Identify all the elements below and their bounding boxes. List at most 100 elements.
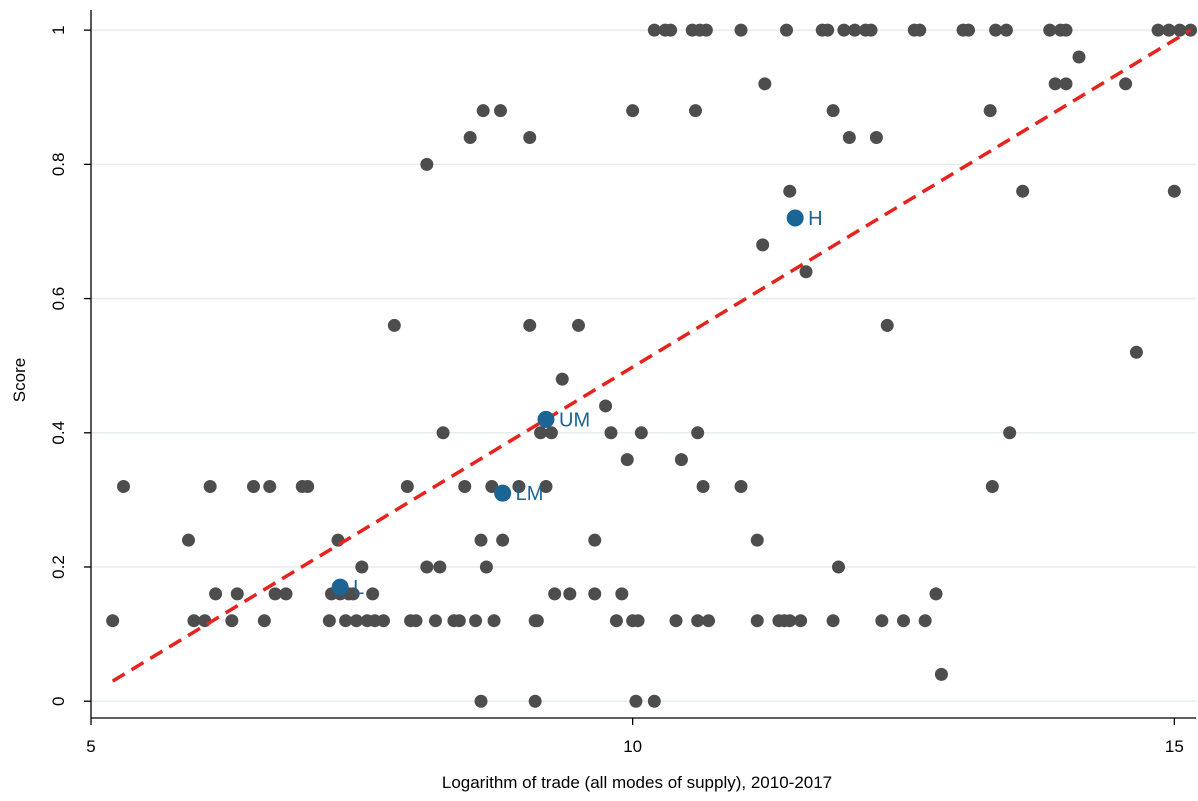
data-point: [758, 77, 772, 91]
group-point: [494, 484, 512, 502]
data-point: [182, 533, 195, 547]
group-markers: L LM UM H: [331, 208, 823, 599]
data-point: [962, 23, 975, 37]
data-point: [599, 399, 613, 413]
x-axis-title: Logarithm of trade (all modes of supply)…: [442, 773, 832, 792]
data-point: [203, 479, 217, 493]
data-point: [534, 426, 548, 440]
data-point: [523, 131, 537, 145]
data-point: [106, 614, 120, 628]
data-point: [734, 23, 748, 37]
data-point: [634, 426, 648, 440]
data-point: [436, 426, 450, 440]
data-point: [458, 479, 472, 493]
data-point: [929, 587, 943, 601]
group-point: [331, 578, 349, 596]
data-point: [691, 426, 705, 440]
data-point: [647, 694, 661, 708]
data-point: [1003, 426, 1017, 440]
y-tick-label: 0.4: [49, 421, 68, 445]
data-point: [832, 560, 845, 574]
data-point: [452, 614, 466, 628]
data-point: [631, 614, 645, 628]
data-point: [349, 614, 363, 628]
data-point: [528, 694, 542, 708]
data-point: [1072, 50, 1086, 64]
data-point: [783, 614, 797, 628]
data-point: [629, 694, 643, 708]
data-point: [897, 614, 910, 628]
data-point: [420, 157, 434, 171]
data-point: [1162, 23, 1176, 37]
data-point: [230, 587, 244, 601]
data-point: [826, 104, 840, 118]
data-point: [1016, 184, 1030, 198]
data-point: [301, 479, 315, 493]
data-point: [864, 23, 878, 37]
group-point: [786, 209, 804, 227]
data-point: [1173, 23, 1187, 37]
data-point: [918, 614, 932, 628]
data-point: [409, 614, 423, 628]
data-point: [463, 131, 477, 145]
data-point: [848, 23, 862, 37]
data-point: [187, 614, 201, 628]
data-point: [420, 560, 434, 574]
data-point: [626, 104, 640, 118]
data-point: [572, 318, 585, 332]
gridlines: [91, 29, 1196, 702]
data-point: [989, 23, 1003, 37]
data-point: [821, 23, 835, 37]
data-point: [604, 426, 618, 440]
group-point: [537, 410, 555, 428]
data-point: [209, 587, 223, 601]
data-point: [750, 533, 764, 547]
data-point: [377, 614, 390, 628]
data-point: [783, 184, 797, 198]
data-point: [1129, 345, 1143, 359]
data-point: [664, 23, 678, 37]
data-point: [555, 372, 569, 386]
data-point: [548, 587, 562, 601]
x-tick-label: 15: [1165, 737, 1184, 756]
data-point: [1119, 77, 1133, 91]
data-point: [474, 694, 488, 708]
data-point: [523, 318, 537, 332]
data-point: [756, 238, 770, 252]
data-point: [913, 23, 927, 37]
data-point: [512, 479, 526, 493]
data-point: [734, 479, 748, 493]
data-point: [494, 104, 507, 118]
data-point: [268, 587, 282, 601]
data-point: [1048, 77, 1062, 91]
data-point: [469, 614, 483, 628]
data-point: [869, 131, 883, 145]
data-point: [366, 587, 380, 601]
data-point: [539, 479, 553, 493]
data-point: [544, 426, 558, 440]
data-point: [647, 23, 661, 37]
data-point: [794, 614, 808, 628]
data-point: [1151, 23, 1165, 37]
group-label: H: [808, 208, 822, 230]
fit-line: [111, 28, 1192, 683]
data-point: [387, 318, 401, 332]
data-point: [487, 614, 501, 628]
data-point: [674, 453, 688, 467]
data-point: [588, 587, 602, 601]
data-point: [496, 533, 510, 547]
data-point: [474, 533, 488, 547]
fit-line-group: [111, 28, 1192, 683]
data-point: [247, 479, 260, 493]
data-point: [983, 104, 997, 118]
data-point: [263, 479, 277, 493]
data-point: [279, 587, 293, 601]
group-label: LM: [516, 483, 544, 505]
data-point: [479, 560, 493, 574]
data-point: [842, 131, 856, 145]
data-point: [699, 23, 713, 37]
data-point: [620, 453, 634, 467]
y-tick-label: 0.6: [49, 287, 68, 311]
y-axis-title: Score: [10, 358, 29, 402]
